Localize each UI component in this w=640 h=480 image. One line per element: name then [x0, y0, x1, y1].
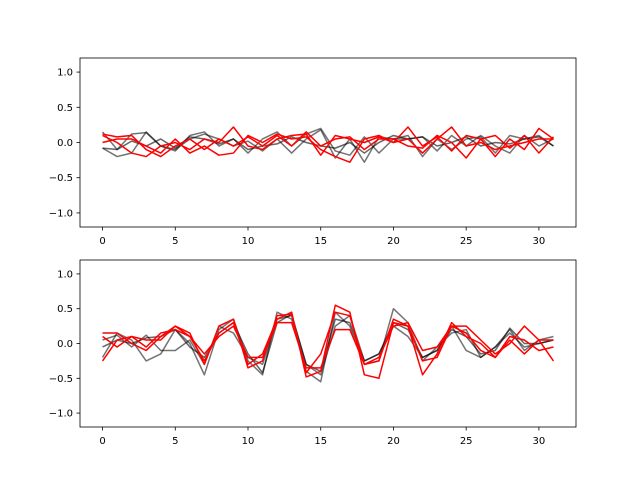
- x-tick-label: 10: [242, 436, 255, 447]
- x-tick-label: 5: [172, 236, 178, 247]
- x-tick-label: 15: [314, 436, 327, 447]
- series-line-red-3: [102, 126, 554, 158]
- series-line-red-5: [102, 131, 555, 159]
- y-tick-label: 0.5: [57, 103, 73, 114]
- series-line-red-4: [101, 311, 554, 374]
- x-tick-label: 10: [242, 236, 255, 247]
- series-line-gray-1: [102, 127, 554, 158]
- x-tick-label: 5: [172, 436, 178, 447]
- y-tick-label: −1.0: [49, 409, 73, 420]
- series-group: [101, 304, 555, 383]
- series-line-red-5: [102, 318, 554, 369]
- y-tick-label: 0.0: [57, 339, 73, 350]
- bottom-subplot: 0 5 10 15 20 25 30 −1.0 −0.5 0.0 0.5 1.0: [49, 259, 577, 447]
- top-subplot: 0 5 10 15 20 25 30 −1.0 −0.5 0.0 0.5 1.0: [49, 57, 577, 247]
- x-tick-label: 0: [99, 236, 105, 247]
- y-tick-label: −0.5: [49, 173, 73, 184]
- y-tick-label: −1.0: [49, 208, 73, 219]
- y-tick-label: 1.0: [57, 269, 73, 280]
- y-tick-label: 1.0: [57, 68, 73, 79]
- series-group: [101, 126, 555, 163]
- x-tick-label: 30: [533, 436, 546, 447]
- x-tick-label: 30: [533, 236, 546, 247]
- x-tick-label: 20: [387, 236, 400, 247]
- y-tick-label: 0.0: [57, 138, 73, 149]
- x-tick-label: 25: [460, 436, 473, 447]
- series-line-black-2: [102, 313, 554, 374]
- series-line-black-2: [102, 134, 554, 154]
- y-tick-label: −0.5: [49, 374, 73, 385]
- y-tick-label: 0.5: [57, 304, 73, 315]
- x-tick-label: 25: [460, 236, 473, 247]
- x-tick-label: 15: [314, 236, 327, 247]
- x-tick-label: 20: [387, 436, 400, 447]
- x-tick-label: 0: [99, 436, 105, 447]
